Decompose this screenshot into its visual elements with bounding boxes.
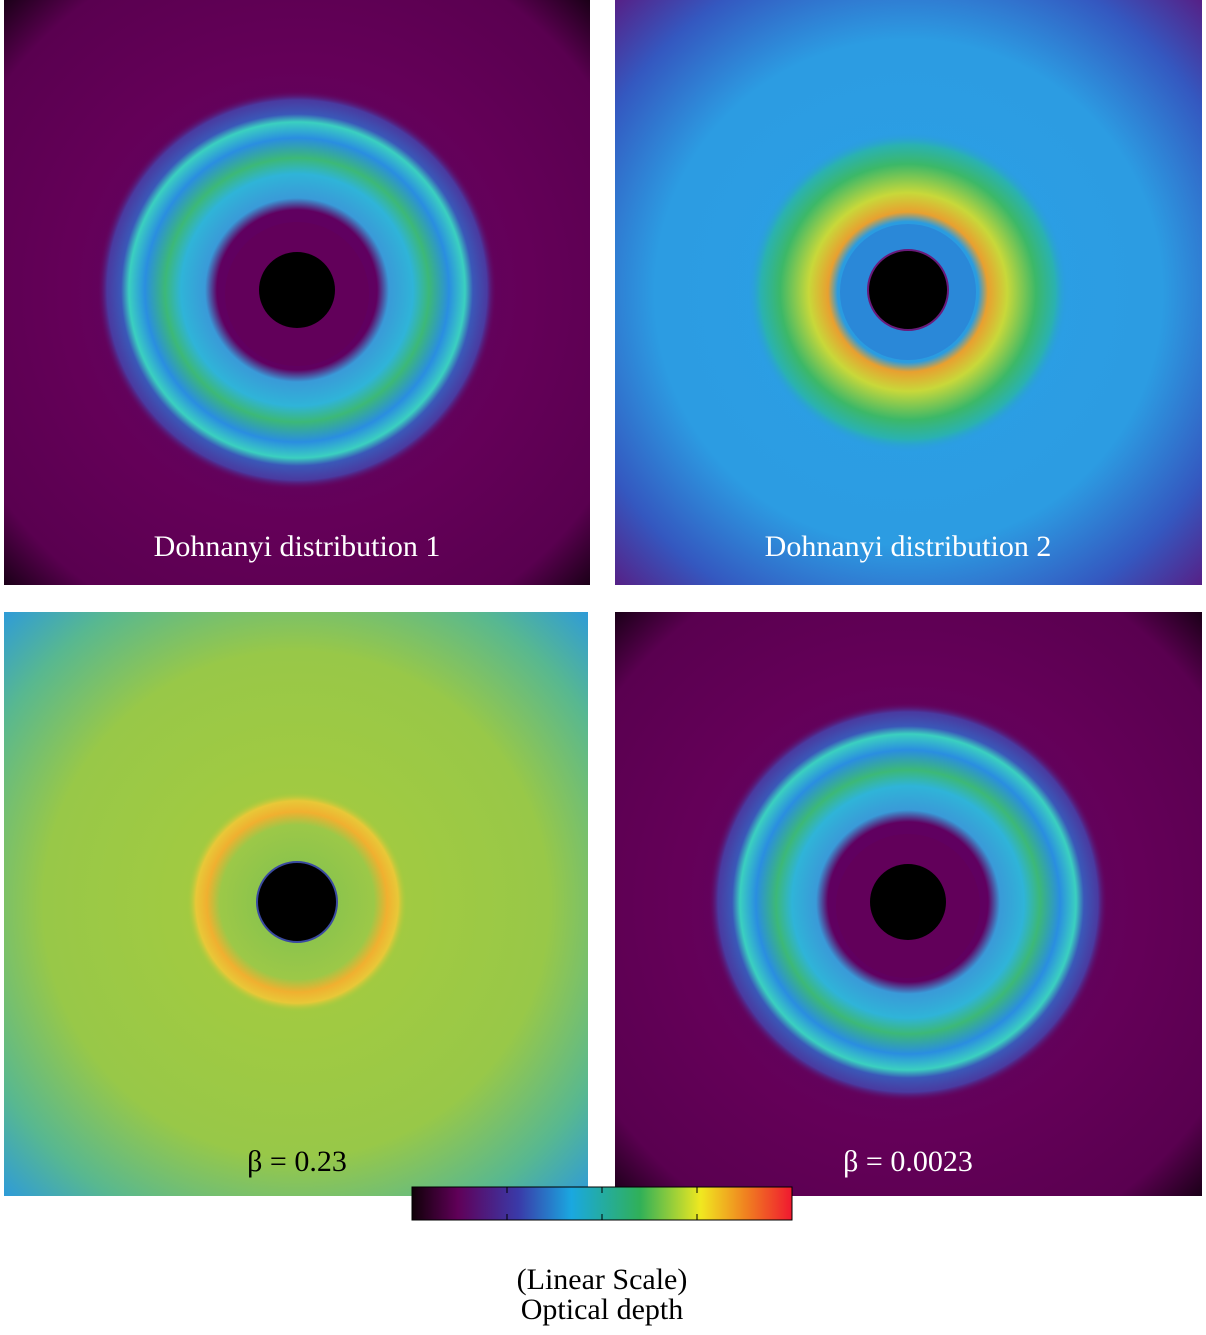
panel: β = 0.23: [4, 612, 588, 1196]
colorbar-title: Optical depth: [521, 1293, 683, 1326]
colorbar-scale-label: (Linear Scale): [517, 1263, 688, 1296]
colorbar: (Linear Scale) Optical depth: [412, 1187, 792, 1326]
central-hole: [868, 250, 948, 330]
panel-label: Dohnanyi distribution 1: [154, 530, 441, 563]
central-hole: [257, 862, 337, 942]
central-hole: [870, 864, 946, 940]
panel-label: β = 0.0023: [843, 1145, 973, 1178]
panel-label: Dohnanyi distribution 2: [765, 530, 1052, 563]
panel: Dohnanyi distribution 2: [615, 0, 1202, 585]
panel: β = 0.0023: [615, 612, 1202, 1196]
panel: Dohnanyi distribution 1: [4, 0, 590, 585]
figure: Dohnanyi distribution 1 Dohnanyi distrib…: [0, 0, 1206, 1330]
panel-label: β = 0.23: [247, 1145, 347, 1178]
page: Dohnanyi distribution 1 Dohnanyi distrib…: [0, 0, 1206, 1330]
central-hole: [259, 252, 335, 328]
